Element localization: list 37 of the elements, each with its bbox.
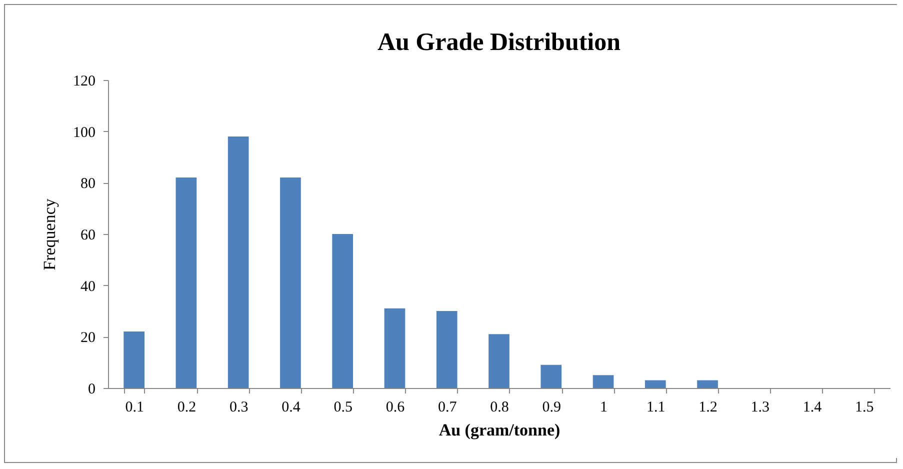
chart-title: Au Grade Distribution: [377, 29, 621, 56]
y-tick-label: 120: [73, 74, 96, 90]
x-axis-title: Au (gram/tonne): [438, 420, 560, 440]
x-tick-label: 0.5: [334, 400, 352, 416]
y-tick-label: 100: [73, 124, 96, 141]
bar: [592, 375, 614, 388]
bar: [436, 311, 458, 388]
x-tick-label: 0.2: [177, 400, 196, 416]
y-tick-label: 0: [88, 382, 96, 398]
x-tick-label: 1.4: [802, 400, 822, 416]
bar: [488, 334, 510, 388]
bar: [124, 332, 144, 388]
bar: [228, 136, 249, 388]
x-tick-label: 0.4: [282, 400, 301, 416]
x-tick-label: 0.6: [386, 400, 406, 416]
bar: [176, 178, 197, 388]
bar: [697, 380, 718, 388]
x-tick-label: 0.1: [125, 400, 144, 416]
bar: [644, 380, 666, 388]
bar: [332, 234, 354, 388]
y-tick-label: 60: [80, 228, 96, 244]
x-tick-label: 1.2: [698, 400, 718, 416]
bar: [540, 364, 562, 388]
y-tick-label: 40: [80, 278, 96, 295]
x-tick-label: 1.1: [646, 400, 666, 416]
y-tick-label: 20: [80, 330, 96, 346]
x-tick-label: 1.3: [750, 400, 770, 416]
x-tick-label: 0.8: [490, 400, 509, 416]
x-tick-label: 0.9: [542, 400, 562, 416]
bar: [384, 308, 406, 388]
bar: [280, 178, 301, 388]
x-tick-label: 0.7: [438, 400, 458, 416]
x-tick-label: 1: [600, 400, 608, 416]
x-tick-label: 0.3: [229, 400, 248, 416]
y-tick-label: 80: [80, 176, 96, 192]
y-axis-title: Frequency: [40, 198, 59, 270]
x-tick-label: 1.5: [855, 400, 874, 416]
